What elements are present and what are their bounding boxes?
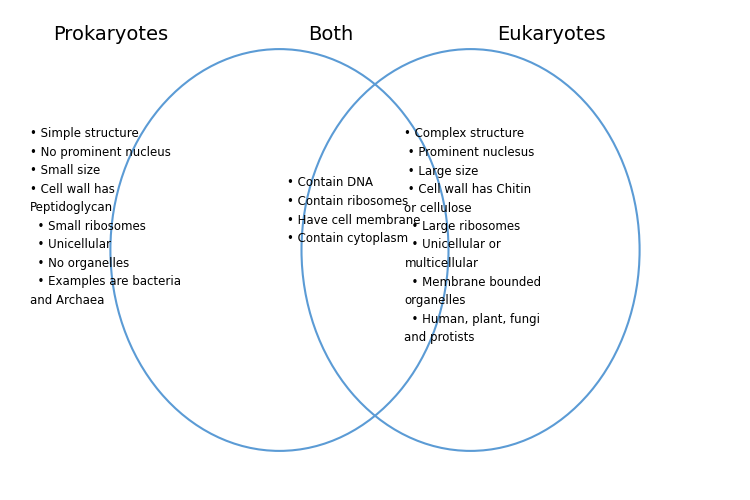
Text: Eukaryotes: Eukaryotes — [497, 25, 606, 44]
Text: • Simple structure
• No prominent nucleus
• Small size
• Cell wall has
Peptidogl: • Simple structure • No prominent nucleu… — [29, 128, 181, 307]
Text: Prokaryotes: Prokaryotes — [53, 25, 168, 44]
Text: Both: Both — [308, 25, 353, 44]
Text: • Contain DNA
• Contain ribosomes
• Have cell membrane
• Contain cytoplasm: • Contain DNA • Contain ribosomes • Have… — [286, 176, 420, 245]
Text: • Complex structure
 • Prominent nuclesus
 • Large size
 • Cell wall has Chitin
: • Complex structure • Prominent nuclesus… — [404, 128, 542, 344]
